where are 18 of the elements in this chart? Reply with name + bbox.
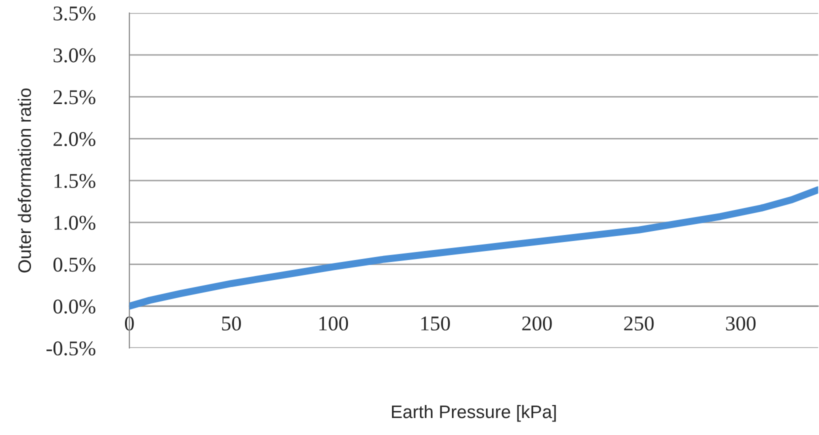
y-tick-label: 3.5% [54, 6, 96, 21]
y-tick-label: 2.0% [54, 132, 96, 146]
y-axis-title: Outer deformation ratio [18, 88, 32, 272]
x-tick-label: 0 [124, 316, 134, 331]
y-tick-label: -0.5% [46, 341, 96, 356]
x-tick-label: 300 [726, 316, 756, 331]
x-axis-title: Earth Pressure [kPa] [392, 404, 556, 422]
x-tick-label: 250 [624, 316, 654, 331]
y-tick-label: 1.5% [54, 174, 96, 188]
y-tick-label: 0.0% [53, 300, 96, 314]
y-tick-label: 1.0% [54, 216, 96, 230]
x-tick-label: 100 [319, 316, 348, 331]
x-tick-label: 50 [222, 316, 241, 331]
x-tick-label: 150 [421, 316, 450, 331]
y-tick-label: 2.5% [54, 90, 96, 104]
y-tick-label: 0.5% [53, 258, 96, 272]
y-tick-label: 3.0% [54, 48, 96, 62]
x-tick-label: 200 [522, 316, 552, 331]
